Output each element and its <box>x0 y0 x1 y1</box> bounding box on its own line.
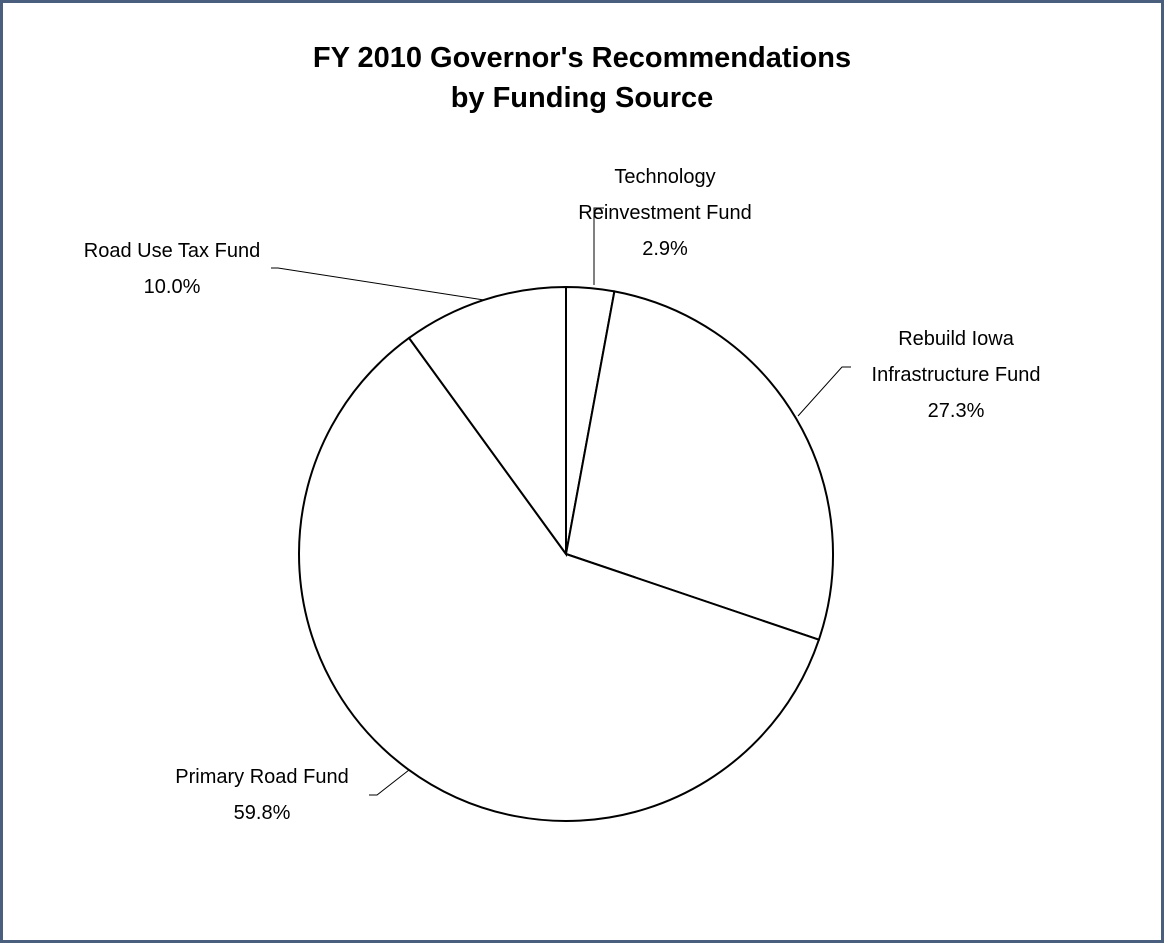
slice-road-use-tax-fund-name-label: Road Use Tax Fund <box>84 240 260 262</box>
slice-road-use-tax-fund-percent-label: 10.0% <box>144 276 201 298</box>
slice-technology-reinvestment-fund-name-label: Technology <box>614 166 715 188</box>
slice-rebuild-iowa-infrastructure-fund-name-label: Rebuild Iowa <box>898 328 1015 350</box>
slice-primary-road-fund-percent-label: 59.8% <box>234 802 291 824</box>
slice-primary-road-fund-leader-line <box>369 770 409 795</box>
slice-primary-road-fund-name-label: Primary Road Fund <box>175 766 348 788</box>
slice-technology-reinvestment-fund-name-label: Reinvestment Fund <box>578 202 751 224</box>
slice-rebuild-iowa-infrastructure-fund-percent-label: 27.3% <box>928 400 985 422</box>
slice-rebuild-iowa-infrastructure-fund-name-label: Infrastructure Fund <box>872 364 1041 386</box>
slice-technology-reinvestment-fund-percent-label: 2.9% <box>642 238 688 260</box>
slice-rebuild-iowa-infrastructure-fund-leader-line <box>798 367 851 416</box>
slice-road-use-tax-fund-leader-line <box>271 268 484 300</box>
